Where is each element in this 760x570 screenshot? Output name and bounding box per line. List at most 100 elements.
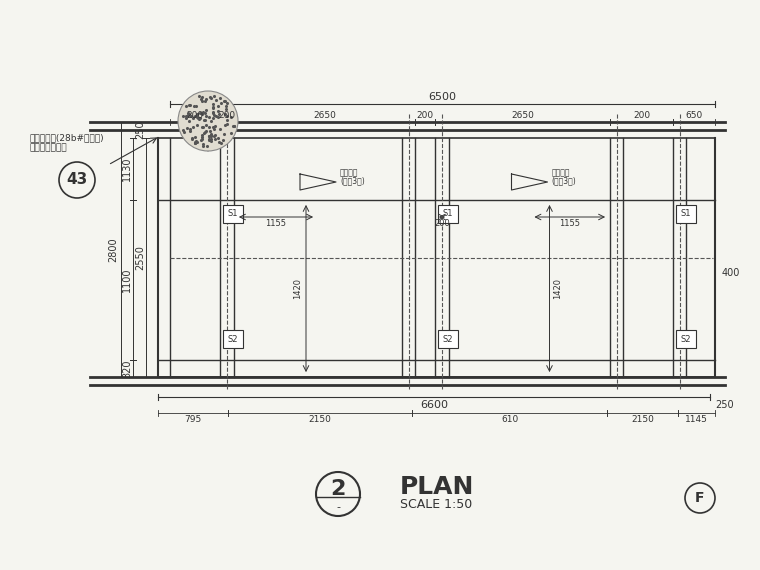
Point <box>195 95 207 104</box>
Point <box>207 124 220 133</box>
Point <box>220 119 233 128</box>
Point <box>207 108 219 117</box>
Point <box>177 125 189 135</box>
Bar <box>676 205 696 223</box>
Text: F: F <box>695 491 705 505</box>
Text: 2800: 2800 <box>108 237 118 262</box>
Text: 43: 43 <box>66 173 87 188</box>
Point <box>196 133 208 142</box>
Text: 650: 650 <box>686 111 703 120</box>
Text: 1155: 1155 <box>265 219 287 229</box>
Point <box>204 131 217 140</box>
Point <box>199 96 211 105</box>
Point <box>228 121 240 131</box>
Point <box>191 137 203 146</box>
Text: 电梯主机架(28b#工字钢): 电梯主机架(28b#工字钢) <box>30 133 105 142</box>
Point <box>193 92 205 101</box>
Point <box>210 134 222 143</box>
Text: 320: 320 <box>122 359 132 378</box>
Point <box>203 135 215 144</box>
Text: S1: S1 <box>228 210 238 218</box>
Point <box>214 93 226 102</box>
Text: S2: S2 <box>681 335 692 344</box>
Point <box>208 110 220 119</box>
Point <box>182 110 195 119</box>
Text: 200: 200 <box>434 219 450 229</box>
Point <box>205 130 217 139</box>
Text: 1130: 1130 <box>122 157 132 181</box>
Point <box>180 111 192 120</box>
Point <box>218 120 230 129</box>
Point <box>213 137 225 146</box>
Point <box>212 101 224 111</box>
Text: S1: S1 <box>443 210 453 218</box>
Bar <box>676 330 696 348</box>
Point <box>184 100 196 109</box>
Point <box>219 109 231 118</box>
Point <box>198 108 210 117</box>
Point <box>220 104 232 113</box>
Point <box>202 112 214 121</box>
Point <box>199 127 211 136</box>
Point <box>182 108 194 117</box>
Text: 795: 795 <box>185 416 201 425</box>
Text: 1420: 1420 <box>553 278 562 299</box>
Point <box>221 116 233 125</box>
Point <box>198 140 210 149</box>
Point <box>198 129 210 138</box>
Point <box>200 95 212 104</box>
Point <box>217 136 229 145</box>
Text: 2: 2 <box>331 479 346 499</box>
Point <box>212 113 224 122</box>
Point <box>191 121 203 130</box>
Point <box>188 138 201 147</box>
Point <box>191 112 203 121</box>
Point <box>184 124 196 133</box>
Point <box>196 93 208 102</box>
Point <box>194 113 206 122</box>
Point <box>186 123 198 132</box>
Text: 吊钩投影: 吊钩投影 <box>552 169 570 177</box>
Point <box>210 96 222 105</box>
Text: 1145: 1145 <box>685 416 708 425</box>
Point <box>187 113 199 123</box>
Point <box>186 134 198 143</box>
Point <box>197 122 209 131</box>
Point <box>207 123 219 132</box>
Text: 6600: 6600 <box>420 400 448 410</box>
Bar <box>223 205 243 223</box>
Point <box>203 132 215 141</box>
Text: 2650: 2650 <box>313 111 336 120</box>
Point <box>205 116 217 125</box>
Point <box>215 139 227 148</box>
Point <box>210 112 222 121</box>
Circle shape <box>178 91 238 151</box>
Point <box>205 93 217 103</box>
Text: 6500: 6500 <box>429 92 457 102</box>
Point <box>189 111 201 120</box>
Point <box>180 113 192 122</box>
Point <box>180 101 192 111</box>
Point <box>225 128 237 137</box>
Text: 200: 200 <box>218 111 236 120</box>
Point <box>193 115 205 124</box>
Point <box>200 105 212 115</box>
Point <box>228 121 240 131</box>
Point <box>198 115 210 124</box>
Point <box>201 141 214 150</box>
Point <box>197 142 209 151</box>
Point <box>218 129 230 139</box>
Point <box>213 109 225 119</box>
Text: 吊钩投影: 吊钩投影 <box>340 169 359 177</box>
Text: 200: 200 <box>633 111 650 120</box>
Point <box>207 91 220 100</box>
Point <box>183 100 195 109</box>
Point <box>207 108 219 117</box>
Text: 250: 250 <box>135 121 145 139</box>
Point <box>196 135 208 144</box>
Point <box>205 137 217 146</box>
Point <box>227 121 239 131</box>
Point <box>196 96 208 105</box>
Point <box>190 137 202 146</box>
Point <box>184 127 196 136</box>
